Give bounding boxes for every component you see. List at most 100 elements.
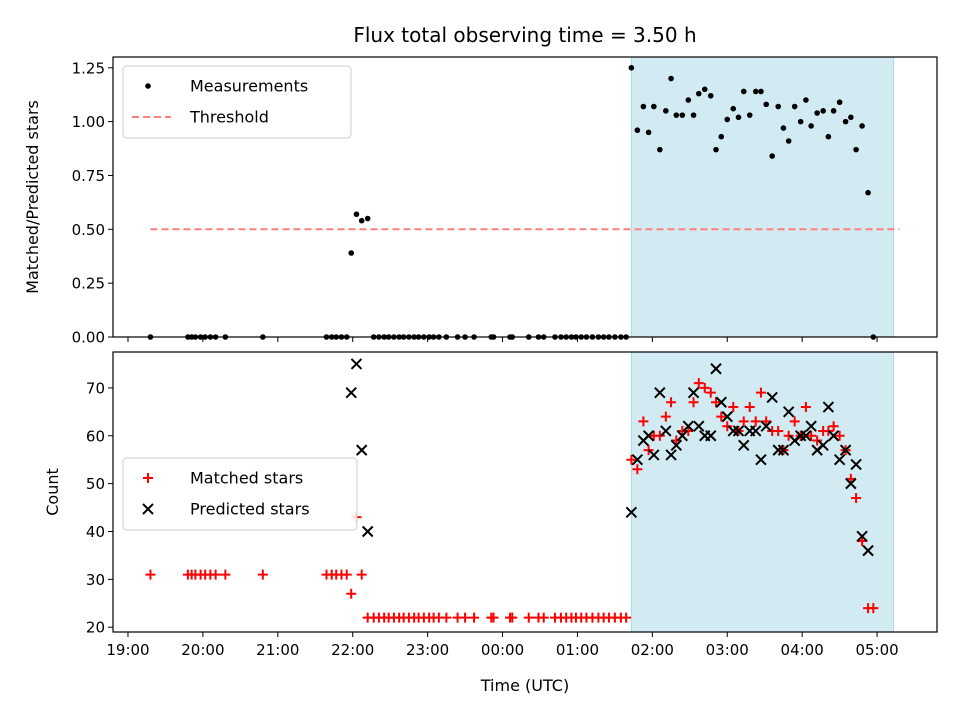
predicted-stars-point: [355, 444, 368, 456]
matched-stars-point: [783, 430, 794, 441]
predicted-stars-point: [710, 363, 722, 375]
measurements-point: [763, 101, 770, 108]
matched-stars-point: [800, 402, 811, 413]
measurements-point: [634, 127, 641, 134]
predicted-stars-point: [642, 430, 655, 442]
predicted-stars-point: [727, 425, 739, 437]
matched-stars-point: [823, 425, 834, 436]
predicted-stars-point: [862, 544, 874, 557]
y-tick-label: 0.50: [72, 221, 105, 239]
predicted-stars-point: [782, 406, 795, 418]
x-tick-label: 05:00: [855, 641, 898, 659]
matched-stars-point: [728, 402, 739, 413]
matched-stars-point: [806, 430, 817, 441]
measurements-point: [348, 250, 355, 256]
bottom-plot-panel: 20 30 40 50 60 70 19:00 20:00 21:00 22:00 23:00 00:…: [43, 351, 938, 659]
y-tick-label: 20: [86, 619, 105, 637]
predicted-stars-point: [794, 430, 807, 442]
predicted-stars-point: [345, 386, 357, 399]
measurements-point: [865, 189, 871, 196]
matched-stars-point: [632, 464, 643, 475]
matched-stars-point: [460, 612, 471, 623]
plot-frame: [112, 56, 938, 338]
measurements-point: [364, 215, 371, 222]
predicted-stars-point: [760, 420, 772, 432]
x-tick-label: 23:00: [406, 641, 449, 659]
measurements-point: [695, 90, 702, 97]
legend-label: Matched stars: [190, 469, 303, 488]
x-axis-label: Time (UTC): [480, 676, 569, 695]
matched-stars-point: [643, 445, 654, 456]
y-tick-label: 50: [86, 475, 105, 493]
measurements-point: [758, 88, 764, 95]
measurements-point: [746, 112, 753, 118]
predicted-stars-point: [631, 453, 644, 466]
matched-stars-point: [257, 569, 268, 580]
matched-stars-point: [210, 569, 221, 580]
matched-stars-point: [346, 588, 357, 599]
predicted-stars-point: [687, 386, 700, 399]
legend-box: [122, 65, 352, 139]
predicted-stars-point: [670, 439, 683, 452]
legend-swatch: [142, 503, 154, 515]
predicted-stars-point: [822, 401, 835, 413]
measurements-point: [353, 211, 360, 218]
x-tick-label: 22:00: [331, 641, 374, 659]
measurements-point: [808, 123, 814, 129]
measurements-point: [752, 88, 759, 95]
measurements-point: [836, 99, 843, 106]
matched-stars-point: [755, 387, 766, 398]
predicted-stars-point: [805, 420, 817, 432]
predicted-stars-point: [800, 430, 812, 442]
predicted-stars-point: [660, 425, 672, 437]
matched-stars-point: [488, 612, 499, 623]
predicted-stars-point: [693, 420, 705, 432]
matched-stars-point: [773, 425, 784, 436]
measurements-point: [673, 112, 680, 118]
measurements-point: [853, 146, 859, 153]
predicted-stars-point: [827, 430, 840, 442]
predicted-stars-point: [361, 525, 374, 538]
predicted-stars-point: [738, 439, 750, 452]
plot-frame: [112, 351, 938, 633]
matched-stars-point: [761, 416, 772, 427]
x-tick-label: 20:00: [181, 641, 224, 659]
predicted-stars-point: [665, 449, 677, 461]
matched-stars-point: [469, 612, 480, 623]
matched-stars-point: [828, 421, 839, 432]
matched-stars-point: [738, 416, 749, 427]
chart-title: Flux total observing time = 3.50 h: [353, 23, 696, 47]
matched-stars-point: [441, 612, 452, 623]
matched-stars-point: [523, 612, 534, 623]
measurements-point: [780, 125, 787, 131]
legend-box: [122, 457, 358, 531]
top-plot-panel: 0.00 0.25 0.50 0.75 1.00 1.25 Matched/Predicte…: [23, 56, 938, 347]
measurements-point: [842, 118, 849, 125]
measurements-point: [797, 118, 804, 125]
x-tick-label: 02:00: [631, 641, 674, 659]
measurements-point: [724, 116, 731, 123]
measurements-point: [651, 103, 657, 110]
measurements-point: [785, 138, 792, 144]
predicted-stars-point: [625, 506, 638, 519]
measurements-point: [663, 108, 669, 114]
matched-stars-point: [722, 421, 733, 432]
y-tick-label: 60: [86, 427, 105, 445]
predicted-stars-point: [777, 444, 790, 456]
matched-stars-point: [711, 397, 722, 408]
measurements-point: [735, 114, 742, 121]
matched-stars-point: [621, 612, 632, 623]
matched-stars-point: [683, 425, 694, 436]
predicted-stars-point: [350, 358, 363, 370]
x-tick-label: 19:00: [106, 641, 149, 659]
measurements-point: [730, 105, 737, 112]
y-axis-label: Count: [43, 468, 62, 516]
matched-stars-point: [507, 612, 518, 623]
matched-stars-point: [654, 430, 665, 441]
y-tick-label: 0.75: [72, 167, 105, 185]
measurements-point: [690, 112, 697, 118]
matched-stars-point: [538, 612, 549, 623]
matched-stars-point: [688, 397, 699, 408]
measurements-point: [718, 133, 725, 140]
